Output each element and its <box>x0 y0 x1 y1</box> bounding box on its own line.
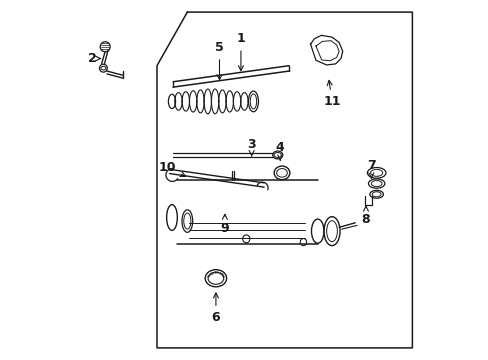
Text: 6: 6 <box>211 293 220 324</box>
Text: 11: 11 <box>323 80 340 108</box>
Text: 8: 8 <box>361 206 369 226</box>
Text: 10: 10 <box>159 161 185 176</box>
Text: 4: 4 <box>275 141 284 160</box>
Text: 5: 5 <box>215 41 224 80</box>
Text: 3: 3 <box>247 138 255 156</box>
Text: 2: 2 <box>88 52 100 65</box>
Text: 9: 9 <box>220 215 229 235</box>
Text: 7: 7 <box>366 159 375 178</box>
Text: 1: 1 <box>236 32 245 71</box>
